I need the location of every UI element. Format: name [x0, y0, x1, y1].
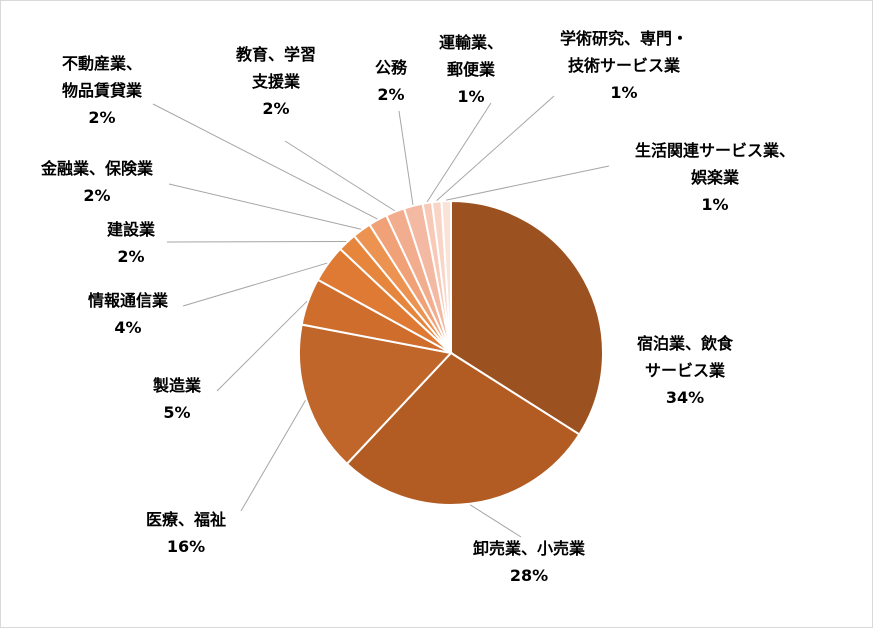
data-label-percent: 16% [167, 537, 205, 556]
leader-line [168, 183, 362, 230]
data-label-category: 製造業 [152, 376, 202, 395]
pie-slice [298, 323, 453, 466]
data-label-percent: 5% [163, 403, 190, 422]
data-label-category: サービス業 [645, 361, 726, 380]
data-label-category: 建設業 [107, 220, 156, 239]
data-label-category: 医療、福祉 [146, 510, 226, 529]
data-label-percent: 2% [88, 108, 115, 127]
leader-line [182, 262, 328, 307]
data-label-category: 卸売業、小売業 [473, 539, 586, 558]
data-label-category: 生活関連サービス業、 [635, 141, 795, 160]
data-label-percent: 4% [114, 318, 141, 337]
leader-line [446, 165, 610, 201]
data-label-category: 運輸業、 [439, 33, 503, 52]
data-label-percent: 28% [510, 566, 548, 585]
data-label-percent: 1% [610, 83, 637, 102]
leader-line [426, 102, 492, 203]
leader-line [284, 140, 395, 212]
data-label-category: 情報通信業 [88, 291, 169, 310]
data-label-category: 教育、学習 [236, 45, 316, 64]
data-label-category: 郵便業 [447, 60, 496, 79]
leader-line [152, 103, 378, 220]
data-label-category: 物品賃貸業 [62, 81, 143, 100]
data-label-category: 学術研究、専門・ [560, 29, 688, 48]
data-label-percent: 2% [117, 247, 144, 266]
data-label-percent: 2% [377, 85, 404, 104]
leader-line [436, 95, 555, 202]
data-label-percent: 1% [457, 87, 484, 106]
data-label-percent: 1% [701, 195, 728, 214]
data-label-category: 娯楽業 [691, 168, 740, 187]
leader-line [398, 110, 414, 205]
data-label-category: 宿泊業、飲食 [637, 334, 734, 353]
leader-line [216, 300, 308, 392]
leader-line [166, 240, 347, 243]
data-label-percent: 34% [666, 388, 704, 407]
leader-line [469, 504, 522, 538]
pie-slice [440, 199, 452, 354]
data-label-category: 不動産業、 [62, 54, 142, 73]
data-label-category: 金融業、保険業 [40, 159, 154, 178]
pie-slice [345, 351, 581, 506]
data-label-percent: 2% [83, 186, 110, 205]
data-label-category: 技術サービス業 [568, 56, 681, 75]
data-label-percent: 2% [262, 99, 289, 118]
leader-line [240, 400, 306, 512]
data-label-category: 公務 [375, 58, 408, 77]
data-label-category: 支援業 [251, 72, 301, 91]
